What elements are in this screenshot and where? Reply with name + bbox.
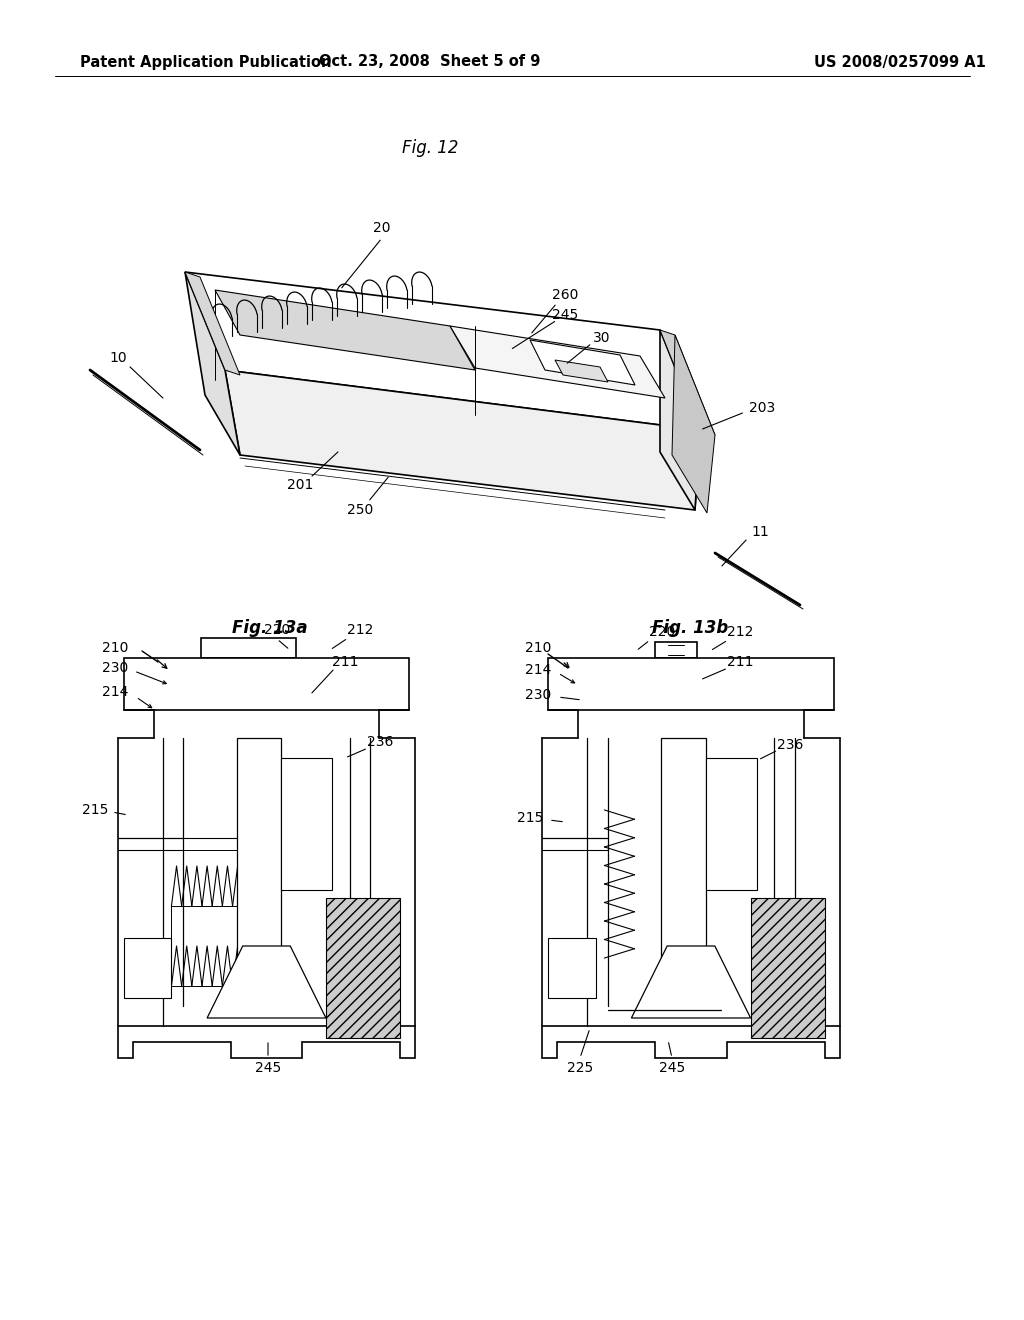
Text: 201: 201 xyxy=(287,478,313,492)
Polygon shape xyxy=(185,272,240,375)
Text: 245: 245 xyxy=(255,1061,282,1074)
Polygon shape xyxy=(450,326,665,399)
Polygon shape xyxy=(124,939,171,998)
Polygon shape xyxy=(215,290,475,370)
Text: 10: 10 xyxy=(110,351,127,366)
Text: 220: 220 xyxy=(649,624,675,639)
Polygon shape xyxy=(660,330,700,510)
Polygon shape xyxy=(542,1026,840,1059)
Polygon shape xyxy=(555,360,608,381)
Text: Oct. 23, 2008  Sheet 5 of 9: Oct. 23, 2008 Sheet 5 of 9 xyxy=(319,54,541,70)
Polygon shape xyxy=(225,370,700,510)
Polygon shape xyxy=(185,272,700,430)
Text: 203: 203 xyxy=(749,401,775,414)
Polygon shape xyxy=(548,939,596,998)
Text: 230: 230 xyxy=(101,661,128,675)
Polygon shape xyxy=(201,638,296,657)
Polygon shape xyxy=(751,898,825,1038)
Text: 215: 215 xyxy=(82,803,109,817)
Polygon shape xyxy=(548,657,834,710)
Text: Fig. 12: Fig. 12 xyxy=(401,139,459,157)
Polygon shape xyxy=(237,738,282,1006)
Text: Patent Application Publication: Patent Application Publication xyxy=(80,54,332,70)
Polygon shape xyxy=(662,738,706,1006)
Polygon shape xyxy=(655,642,697,657)
Polygon shape xyxy=(660,330,715,436)
Polygon shape xyxy=(326,898,400,1038)
Text: 11: 11 xyxy=(752,525,769,539)
Text: 236: 236 xyxy=(367,735,393,748)
Text: 230: 230 xyxy=(525,688,551,702)
Text: Fig. 13b: Fig. 13b xyxy=(652,619,728,638)
Text: 211: 211 xyxy=(727,655,754,669)
Text: 210: 210 xyxy=(525,642,551,655)
Polygon shape xyxy=(706,758,757,890)
Text: 214: 214 xyxy=(525,663,551,677)
Text: 245: 245 xyxy=(552,308,579,322)
Polygon shape xyxy=(530,341,635,385)
Text: 211: 211 xyxy=(332,655,358,669)
Text: 215: 215 xyxy=(517,810,543,825)
Text: 236: 236 xyxy=(777,738,803,752)
Text: 212: 212 xyxy=(347,623,373,638)
Text: 245: 245 xyxy=(658,1061,685,1074)
Polygon shape xyxy=(672,335,715,513)
Text: 220: 220 xyxy=(264,623,290,638)
Text: 214: 214 xyxy=(101,685,128,700)
Polygon shape xyxy=(282,758,332,890)
Text: 30: 30 xyxy=(593,331,610,345)
Text: US 2008/0257099 A1: US 2008/0257099 A1 xyxy=(814,54,986,70)
Polygon shape xyxy=(632,946,751,1018)
Text: 260: 260 xyxy=(552,288,579,302)
Text: 225: 225 xyxy=(567,1061,593,1074)
Polygon shape xyxy=(118,1026,415,1059)
Text: 20: 20 xyxy=(374,220,391,235)
Polygon shape xyxy=(124,657,409,710)
Text: Fig. 13a: Fig. 13a xyxy=(232,619,308,638)
Text: 250: 250 xyxy=(347,503,373,517)
Polygon shape xyxy=(185,272,240,455)
Text: 212: 212 xyxy=(727,624,754,639)
Text: 210: 210 xyxy=(101,642,128,655)
Polygon shape xyxy=(207,946,326,1018)
